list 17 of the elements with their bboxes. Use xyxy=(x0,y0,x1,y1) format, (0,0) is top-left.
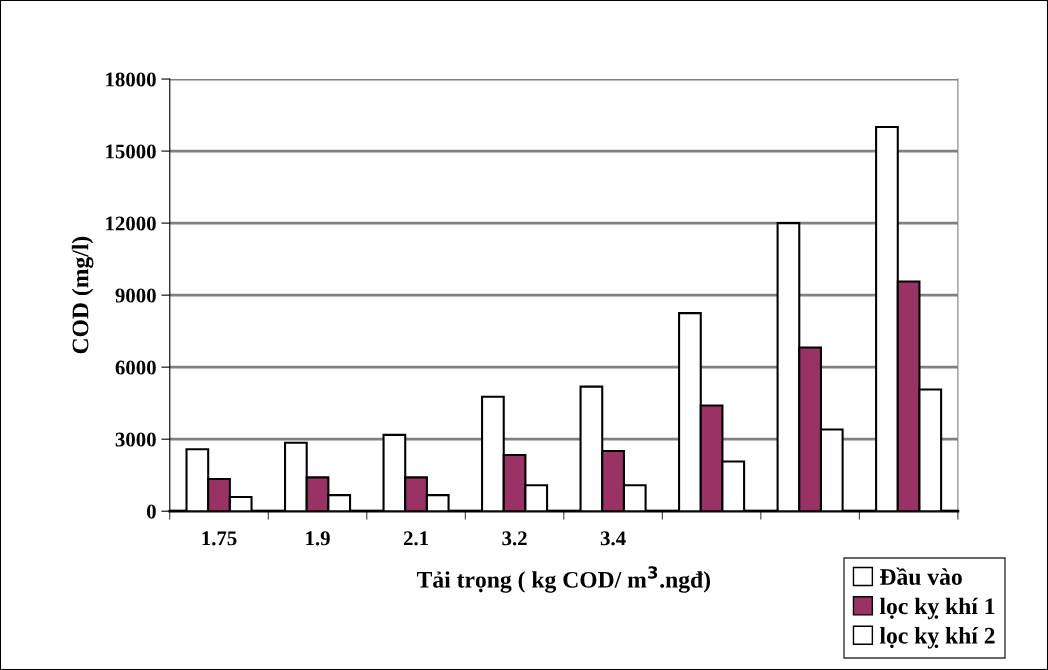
y-tick-label: 18000 xyxy=(106,72,156,87)
x-tick-label: 1.9 xyxy=(306,531,330,546)
y-tick-label: 3000 xyxy=(115,432,156,447)
y-axis-title: COD (mg/l) xyxy=(71,236,94,354)
y-tick-label: 6000 xyxy=(115,360,156,375)
y-tick-label: 15000 xyxy=(106,144,156,159)
x-tick-label: 3.4 xyxy=(600,531,626,546)
y-tick-label: 12000 xyxy=(106,216,156,231)
legend-label: lọc kỵ khí 2 xyxy=(879,627,995,649)
legend-label: Đầu vào xyxy=(880,567,962,585)
y-tick-label: 9000 xyxy=(115,288,156,303)
y-tick-label: 0 xyxy=(146,504,156,519)
x-tick-label: 3.2 xyxy=(502,531,527,546)
legend-label: lọc kỵ khí 1 xyxy=(879,597,995,620)
x-tick-label: 2.1 xyxy=(403,531,428,546)
x-axis-title: Tải trọng ( kg COD/ m$^{3}$.ngđ) xyxy=(416,566,710,593)
x-tick-label: 1.75 xyxy=(202,531,237,546)
